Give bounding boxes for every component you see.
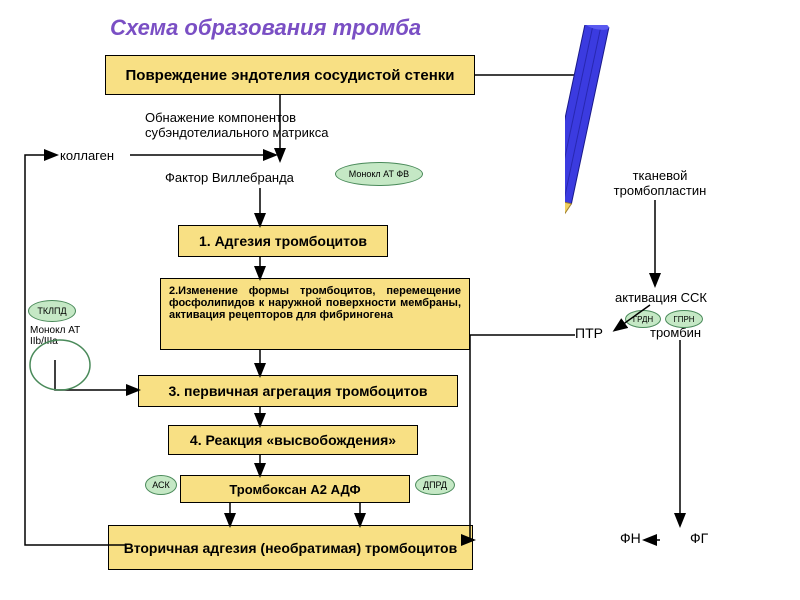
oval-ask: АСК — [145, 475, 177, 495]
oval-dprd: ДПРД — [415, 475, 455, 495]
box-endothelium-damage: Повреждение эндотелия сосудистой стенки — [105, 55, 475, 95]
box-secondary-adhesion: Вторичная адгезия (необратимая) тромбоци… — [108, 525, 473, 570]
label-fg: ФГ — [690, 530, 708, 546]
oval-grdn: ГРДН — [625, 310, 661, 328]
label-fn: ФН — [620, 530, 641, 546]
label-monokl-at: Монокл AT IIb/IIIa — [30, 325, 85, 347]
oval-monokl-fv: Монокл AT ФВ — [335, 162, 423, 186]
box-primary-aggregation: 3. первичная агрегация тромбоцитов — [138, 375, 458, 407]
box-release-reaction: 4. Реакция «высвобождения» — [168, 425, 418, 455]
diagram-title: Схема образования тромба — [110, 15, 421, 41]
label-willebrand: Фактор Виллебранда — [165, 170, 294, 185]
oval-gprn: ГПРН — [665, 310, 703, 328]
box-adhesion: 1. Адгезия тромбоцитов — [178, 225, 388, 257]
label-cck: активация ССК — [615, 290, 707, 305]
pencil-icon — [565, 25, 625, 255]
label-collagen: коллаген — [60, 148, 114, 163]
label-ptr: ПТР — [575, 325, 603, 341]
box-thromboxane: Тромбоксан А2 АДФ — [180, 475, 410, 503]
label-matrix: Обнажение компонентов субэндотелиального… — [145, 110, 405, 140]
oval-tklpd: ТКЛПД — [28, 300, 76, 322]
box-shape-change: 2.Изменение формы тромбоцитов, перемещен… — [160, 278, 470, 350]
